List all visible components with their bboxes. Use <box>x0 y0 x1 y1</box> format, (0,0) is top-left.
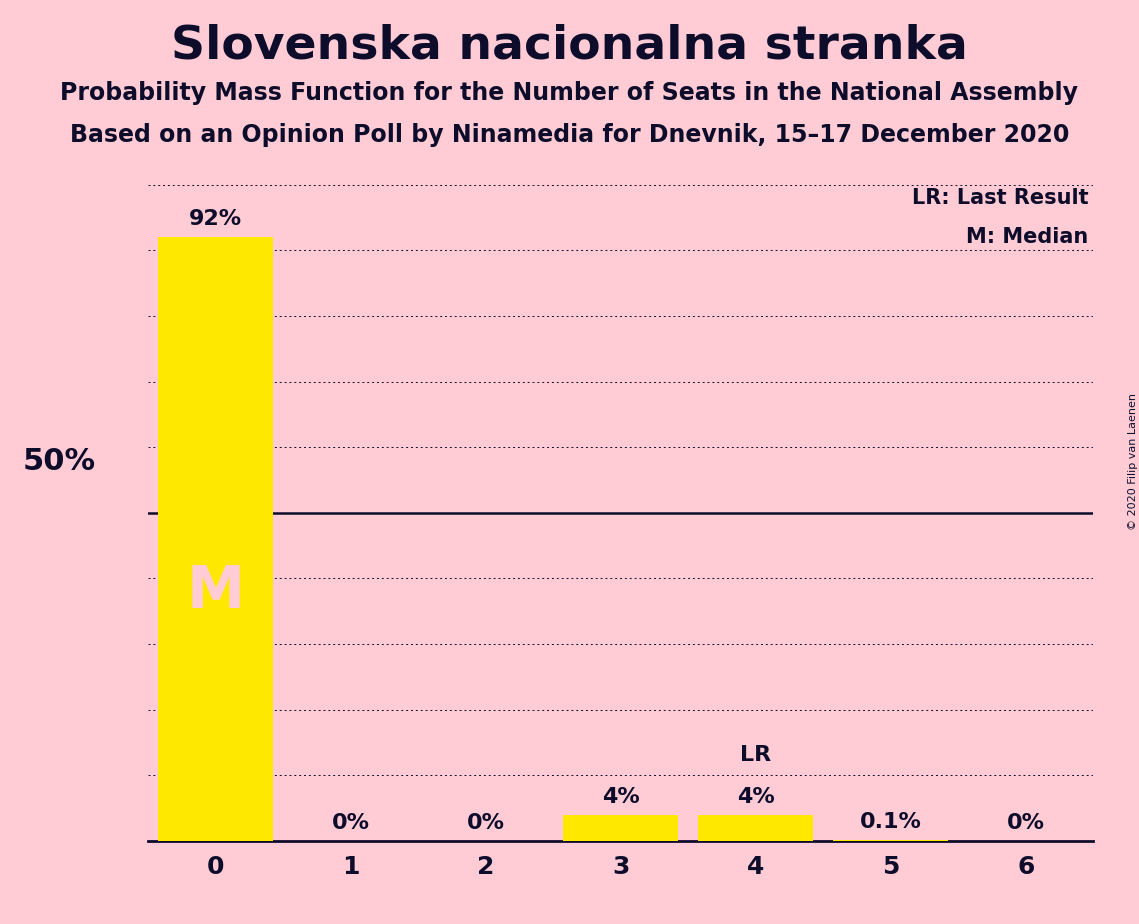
Bar <box>158 237 273 841</box>
Text: 50%: 50% <box>23 447 96 477</box>
Text: 0%: 0% <box>467 813 505 833</box>
Text: LR: LR <box>740 746 771 765</box>
Text: LR: Last Result: LR: Last Result <box>912 188 1089 208</box>
Text: M: Median: M: Median <box>967 227 1089 248</box>
Text: M: M <box>187 563 245 620</box>
Text: © 2020 Filip van Laenen: © 2020 Filip van Laenen <box>1129 394 1138 530</box>
Text: 4%: 4% <box>737 786 775 807</box>
Text: Slovenska nacionalna stranka: Slovenska nacionalna stranka <box>171 23 968 68</box>
Text: 0%: 0% <box>1007 813 1044 833</box>
Text: 0.1%: 0.1% <box>860 812 921 833</box>
Bar <box>698 815 813 841</box>
Bar <box>564 815 678 841</box>
Text: 92%: 92% <box>189 210 243 229</box>
Text: 0%: 0% <box>331 813 370 833</box>
Text: Based on an Opinion Poll by Ninamedia for Dnevnik, 15–17 December 2020: Based on an Opinion Poll by Ninamedia fo… <box>69 123 1070 147</box>
Text: 4%: 4% <box>601 786 640 807</box>
Text: Probability Mass Function for the Number of Seats in the National Assembly: Probability Mass Function for the Number… <box>60 81 1079 105</box>
